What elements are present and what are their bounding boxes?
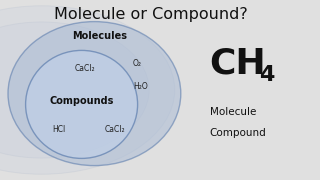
Ellipse shape bbox=[8, 22, 181, 166]
Text: Molecule: Molecule bbox=[210, 107, 256, 117]
Text: O₂: O₂ bbox=[133, 58, 142, 68]
Ellipse shape bbox=[0, 6, 175, 174]
Text: Molecule or Compound?: Molecule or Compound? bbox=[53, 7, 247, 22]
Text: H₂O: H₂O bbox=[133, 82, 148, 91]
Text: CaCl₂: CaCl₂ bbox=[75, 64, 95, 73]
Ellipse shape bbox=[0, 22, 149, 158]
Text: 4: 4 bbox=[259, 65, 275, 85]
Ellipse shape bbox=[26, 50, 138, 158]
Text: HCl: HCl bbox=[52, 125, 66, 134]
Text: Molecules: Molecules bbox=[72, 31, 127, 41]
Text: Compound: Compound bbox=[210, 128, 266, 138]
Text: CaCl₂: CaCl₂ bbox=[105, 125, 125, 134]
Text: Compounds: Compounds bbox=[49, 96, 114, 106]
Text: CH: CH bbox=[210, 46, 266, 80]
